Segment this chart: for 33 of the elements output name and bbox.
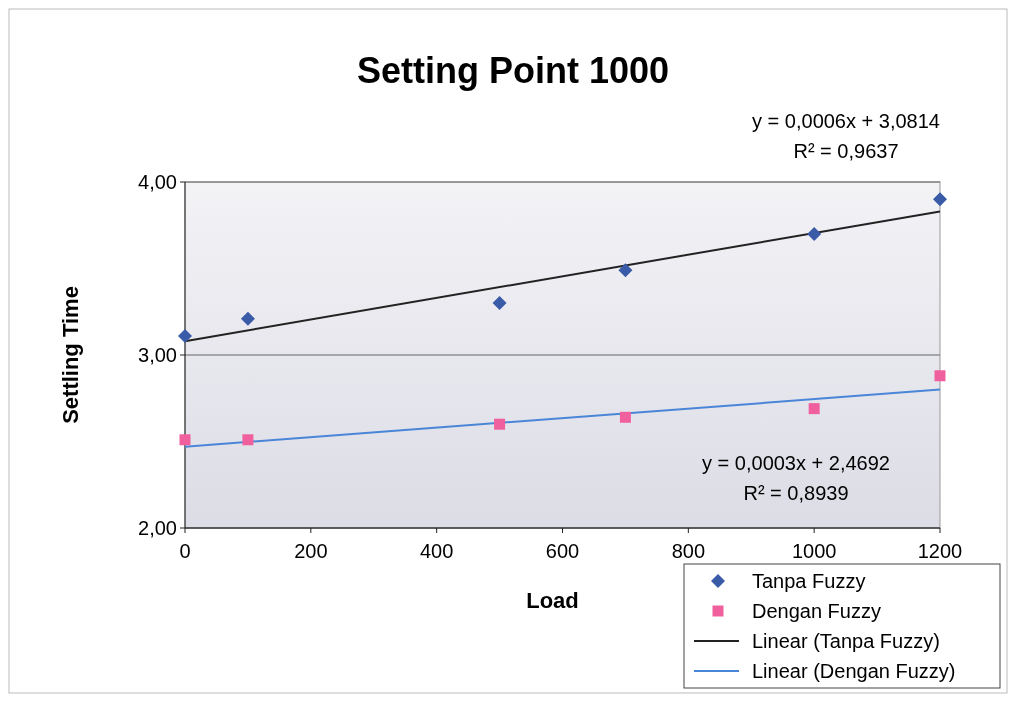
x-tick-label: 1000 (791, 540, 837, 562)
point (178, 328, 192, 343)
y-tick-label: 4,00 (138, 171, 177, 193)
legend-label: Linear (Dengan Fuzzy) (752, 660, 956, 682)
annotation: R² = 0,8939 (743, 482, 849, 504)
y-axis-title: Settling Time (58, 286, 83, 424)
point (240, 311, 255, 326)
legend-label: Linear (Tanpa Fuzzy) (752, 630, 940, 652)
point (934, 370, 946, 382)
x-tick-label: 0 (179, 540, 191, 562)
x-tick-label: 1200 (917, 540, 963, 562)
legend-label: Tanpa Fuzzy (752, 570, 866, 592)
x-tick-label: 600 (545, 540, 580, 562)
x-tick-label: 400 (419, 540, 454, 562)
text: y = 0,0006x + 3,0814 (752, 110, 940, 132)
x-axis-title: Load (526, 588, 579, 613)
y-tick-label: 2,00 (138, 517, 177, 539)
point (492, 296, 507, 311)
point (179, 434, 191, 446)
legend-label: Dengan Fuzzy (752, 600, 881, 622)
annotation: y = 0,0003x + 2,4692 (702, 452, 890, 474)
point (618, 263, 633, 278)
point (808, 403, 820, 415)
y-tick-label: 3,00 (138, 344, 177, 366)
x-tick-label: 800 (671, 540, 706, 562)
text: R² = 0,9637 (793, 140, 899, 162)
point (242, 434, 254, 446)
point (933, 192, 947, 207)
chart-title: Setting Point 1000 (356, 50, 670, 91)
point (807, 226, 822, 241)
point (494, 418, 506, 430)
point (619, 411, 631, 423)
x-tick-label: 200 (294, 540, 328, 562)
